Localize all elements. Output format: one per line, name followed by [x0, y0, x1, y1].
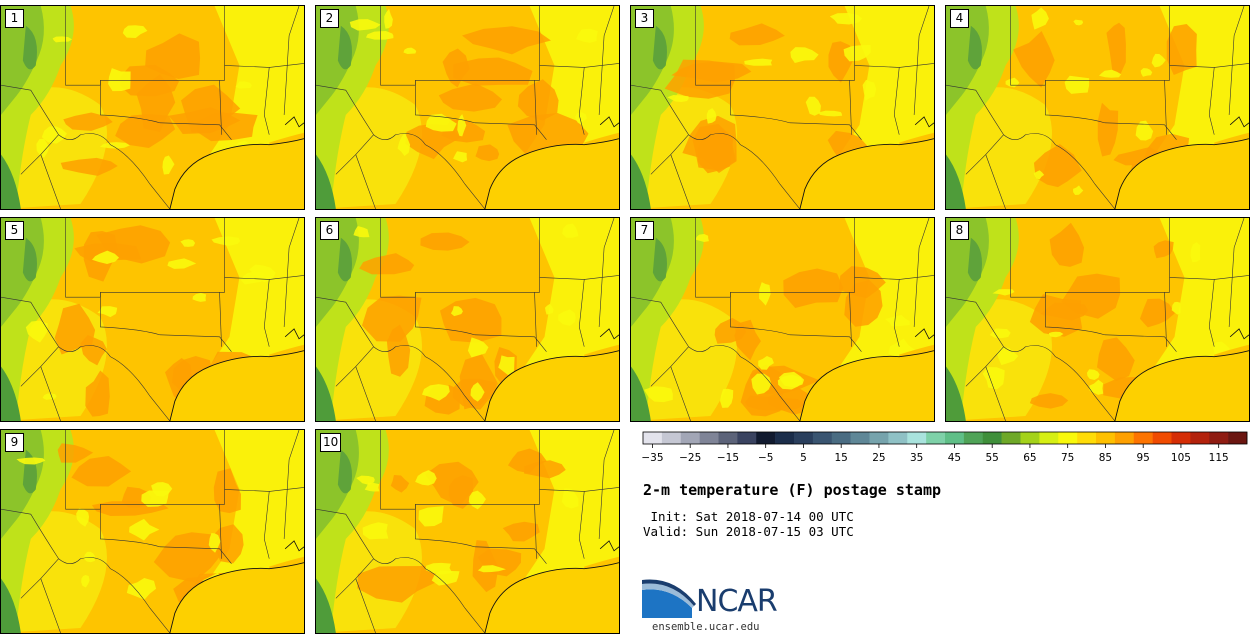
colorbar-swatch [1001, 432, 1021, 444]
colorbar-tick-label: 45 [948, 452, 961, 464]
member-number-label: 7 [635, 221, 654, 240]
colorbar-tick-label: 95 [1137, 452, 1150, 464]
member-panel: 1 [0, 5, 305, 210]
colorbar-swatch [831, 432, 851, 444]
colorbar-tick-label: −5 [758, 452, 773, 464]
colorbar-swatch [1133, 432, 1153, 444]
colorbar-swatch [775, 432, 795, 444]
init-time: Init: Sat 2018-07-14 00 UTC [643, 509, 854, 524]
member-panel: 8 [945, 217, 1250, 422]
colorbar-swatch [643, 432, 663, 444]
colorbar-swatch [963, 432, 984, 444]
temperature-map [316, 6, 619, 209]
colorbar-swatch [1228, 432, 1248, 444]
temperature-map [316, 218, 619, 421]
temperature-map [946, 6, 1249, 209]
member-number-label: 1 [5, 9, 24, 28]
colorbar-swatch [756, 432, 776, 444]
colorbar-swatch [794, 432, 814, 444]
colorbar-tick-label: 25 [872, 452, 885, 464]
temperature-map [631, 6, 934, 209]
temperature-map [316, 430, 619, 633]
colorbar-swatch [850, 432, 870, 444]
colorbar-swatch [1077, 432, 1097, 444]
colorbar-swatch [926, 432, 946, 444]
temperature-map [1, 430, 304, 633]
temperature-map [946, 218, 1249, 421]
colorbar-swatch [1020, 432, 1040, 444]
member-panel: 9 [0, 429, 305, 634]
colorbar-swatch [737, 432, 757, 444]
colorbar-graphic: −35 −25 −15 −5 5 15 25 35 45 55 65 75 85 95 105 115 [641, 431, 1248, 464]
colorbar-swatch [1039, 432, 1059, 444]
colorbar-tick-label: −35 [641, 452, 663, 464]
temperature-map [1, 6, 304, 209]
plot-title: 2-m temperature (F) postage stamp [643, 481, 942, 499]
colorbar-tick-label: −15 [717, 452, 739, 464]
valid-time: Valid: Sun 2018-07-15 03 UTC [643, 524, 854, 539]
member-panel: 2 [315, 5, 620, 210]
member-panel: 10 [315, 429, 620, 634]
colorbar-swatch [1114, 432, 1135, 444]
member-number-label: 9 [5, 433, 24, 452]
member-number-label: 8 [950, 221, 969, 240]
member-number-label: 4 [950, 9, 969, 28]
member-number-label: 2 [320, 9, 339, 28]
colorbar-swatch [907, 432, 927, 444]
member-panel: 5 [0, 217, 305, 422]
colorbar-swatch [1096, 432, 1116, 444]
colorbar-tick-label: 105 [1171, 452, 1191, 464]
colorbar-swatch [869, 432, 889, 444]
site-url: ensemble.ucar.edu [652, 621, 760, 633]
member-number-label: 10 [320, 433, 342, 452]
colorbar-swatch [718, 432, 738, 444]
ncar-wordmark: NCAR [696, 584, 778, 619]
colorbar-tick-label: 65 [1023, 452, 1036, 464]
colorbar-swatch [1152, 432, 1172, 444]
colorbar-swatch [680, 432, 700, 444]
colorbar-tick-label: −25 [679, 452, 701, 464]
colorbar-swatch [1190, 432, 1210, 444]
ncar-logo-icon [642, 579, 696, 618]
temperature-colorbar: −35 −25 −15 −5 5 15 25 35 45 55 65 75 85 95 105 115 [633, 430, 1253, 470]
colorbar-tick-label: 15 [835, 452, 848, 464]
member-panel: 6 [315, 217, 620, 422]
colorbar-swatch [1058, 432, 1078, 444]
colorbar-swatch [888, 432, 908, 444]
colorbar-swatch [982, 432, 1002, 444]
colorbar-tick-label: 35 [910, 452, 923, 464]
colorbar-tick-label: 5 [800, 452, 807, 464]
member-panel: 3 [630, 5, 935, 210]
member-number-label: 3 [635, 9, 654, 28]
member-panel: 4 [945, 5, 1250, 210]
colorbar-swatch [661, 432, 682, 444]
temperature-map [631, 218, 934, 421]
member-number-label: 6 [320, 221, 339, 240]
member-number-label: 5 [5, 221, 24, 240]
colorbar-tick-label: 85 [1099, 452, 1112, 464]
colorbar-swatch [1209, 432, 1229, 444]
colorbar-swatch [945, 432, 965, 444]
colorbar-swatch [812, 432, 833, 444]
temperature-map [1, 218, 304, 421]
colorbar-swatch [699, 432, 719, 444]
colorbar-tick-label: 75 [1061, 452, 1074, 464]
colorbar-swatch [1171, 432, 1191, 444]
member-panel: 7 [630, 217, 935, 422]
colorbar-tick-label: 55 [986, 452, 999, 464]
colorbar-tick-label: 115 [1209, 452, 1229, 464]
